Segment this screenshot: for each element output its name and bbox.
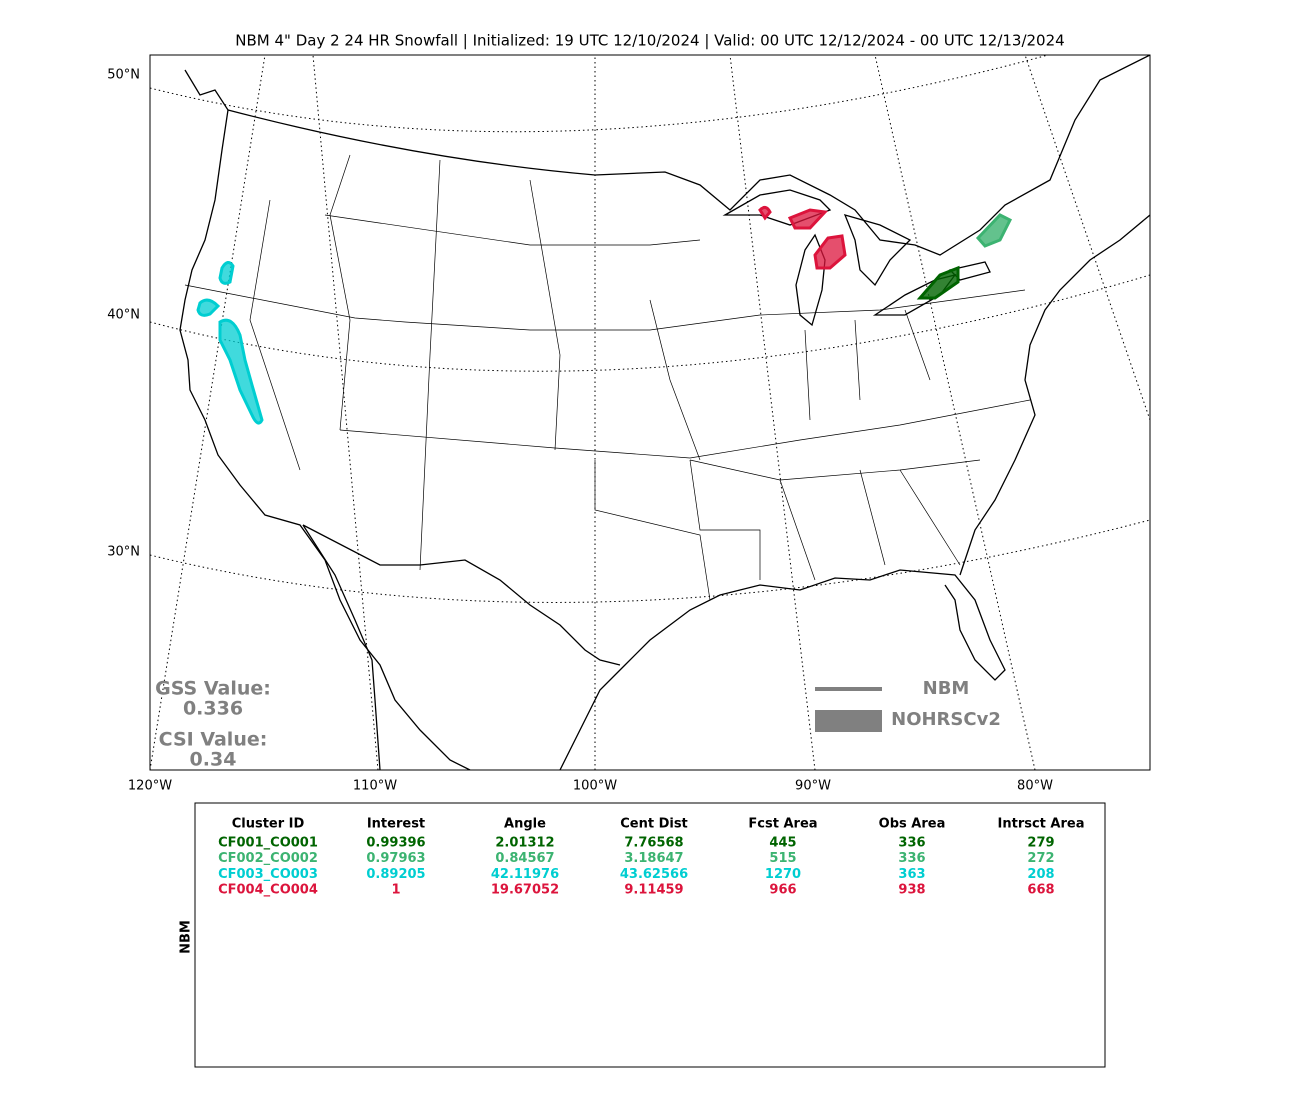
object	[813, 234, 847, 270]
table-cell: CF002_CO002	[218, 851, 318, 866]
table-header: Cluster ID	[232, 817, 305, 832]
table-side-label: NBM	[179, 920, 194, 954]
state-line	[594, 460, 711, 601]
lon-labels: 120°W 110°W 100°W 90°W 80°W	[128, 779, 1053, 794]
state-line	[324, 214, 701, 246]
meridian	[729, 55, 816, 770]
table-cell: 3.18647	[624, 851, 683, 866]
meridian	[874, 55, 1036, 770]
coastline	[302, 524, 381, 770]
table-cell: 336	[898, 851, 925, 866]
lat-label: 30°N	[107, 545, 140, 560]
state-line	[419, 159, 441, 571]
title: NBM 4" Day 2 24 HR Snowfall | Initialize…	[235, 32, 1064, 50]
table-cell: 1	[391, 883, 400, 898]
table-cell: 279	[1027, 836, 1054, 851]
coastline	[959, 214, 1150, 576]
green-objects	[916, 213, 1013, 300]
table: Cluster ID Interest Angle Cent Dist Fcst Are…	[218, 817, 1084, 898]
coastline	[559, 569, 1006, 770]
table-cell: 272	[1027, 851, 1054, 866]
table-cell: 0.89205	[366, 867, 425, 882]
table-cell: 0.99396	[366, 836, 425, 851]
map-frame	[149, 54, 1151, 771]
object	[218, 261, 235, 285]
table-cell: 208	[1027, 867, 1054, 882]
crimson-objects	[758, 205, 847, 270]
table-cell: CF003_CO003	[218, 867, 318, 882]
state-line	[329, 154, 351, 431]
state-line	[529, 179, 561, 451]
table-cell: 2.01312	[495, 836, 554, 851]
csi-label: CSI Value:	[159, 729, 268, 751]
state-line	[339, 399, 1031, 459]
table-cell: 336	[898, 836, 925, 851]
state-line	[779, 469, 961, 581]
lon-label: 120°W	[128, 779, 172, 794]
border	[302, 524, 621, 666]
table-cell: CF001_CO001	[218, 836, 318, 851]
state-line	[689, 459, 981, 481]
lat-label: 50°N	[107, 68, 140, 83]
table-cell: 1270	[765, 867, 801, 882]
lake	[795, 233, 826, 327]
legend-label: NOHRSCv2	[891, 709, 1001, 730]
table-cell: 7.76568	[624, 836, 683, 851]
table-header: Interest	[367, 817, 425, 832]
table-cell: 966	[769, 883, 796, 898]
gss-label: GSS Value:	[155, 678, 271, 700]
lon-label: 110°W	[353, 779, 397, 794]
cyan-objects	[196, 261, 264, 425]
meridian	[150, 55, 266, 770]
lat-label: 40°N	[107, 308, 140, 323]
meridian	[312, 55, 379, 770]
table-cell: 43.62566	[620, 867, 688, 882]
border	[227, 55, 1150, 256]
table-header: Obs Area	[879, 817, 946, 832]
lon-label: 90°W	[795, 779, 831, 794]
lon-label: 80°W	[1017, 779, 1053, 794]
map	[150, 55, 1150, 770]
table-cell: 515	[769, 851, 796, 866]
table-header: Intrsct Area	[998, 817, 1085, 832]
parallel	[150, 55, 1050, 133]
table-cell: 42.11976	[491, 867, 559, 882]
parallel	[150, 519, 1150, 603]
state-line	[249, 199, 701, 471]
state-line	[184, 284, 1026, 331]
meridian	[1024, 55, 1150, 421]
table-cell: 668	[1027, 883, 1054, 898]
table-header: Fcst Area	[748, 817, 817, 832]
object	[196, 298, 221, 317]
legend-fill	[815, 710, 882, 732]
lon-label: 100°W	[573, 779, 617, 794]
table-cell: 445	[769, 836, 796, 851]
object	[758, 205, 772, 221]
object	[975, 213, 1013, 248]
object	[787, 208, 829, 230]
object	[218, 318, 264, 425]
state-line	[804, 309, 931, 421]
gss-value: 0.336	[183, 698, 243, 720]
table-cell: CF004_CO004	[218, 883, 318, 898]
table-cell: 0.97963	[366, 851, 425, 866]
table-cell: 9.11459	[624, 883, 683, 898]
lat-labels: 50°N 40°N 30°N	[107, 68, 140, 560]
object	[916, 265, 960, 300]
table-cell: 938	[898, 883, 925, 898]
state-line	[689, 459, 761, 580]
lake	[843, 214, 912, 287]
table-header: Cent Dist	[620, 817, 688, 832]
table-header: Angle	[504, 817, 546, 832]
table-cell: 363	[898, 867, 925, 882]
table-cell: 19.67052	[491, 883, 559, 898]
coastline	[179, 69, 471, 770]
table-cell: 0.84567	[495, 851, 554, 866]
legend-label: NBM	[923, 678, 970, 699]
table-frame	[194, 802, 1106, 1068]
parallel	[150, 274, 1150, 372]
csi-value: 0.34	[190, 749, 237, 771]
